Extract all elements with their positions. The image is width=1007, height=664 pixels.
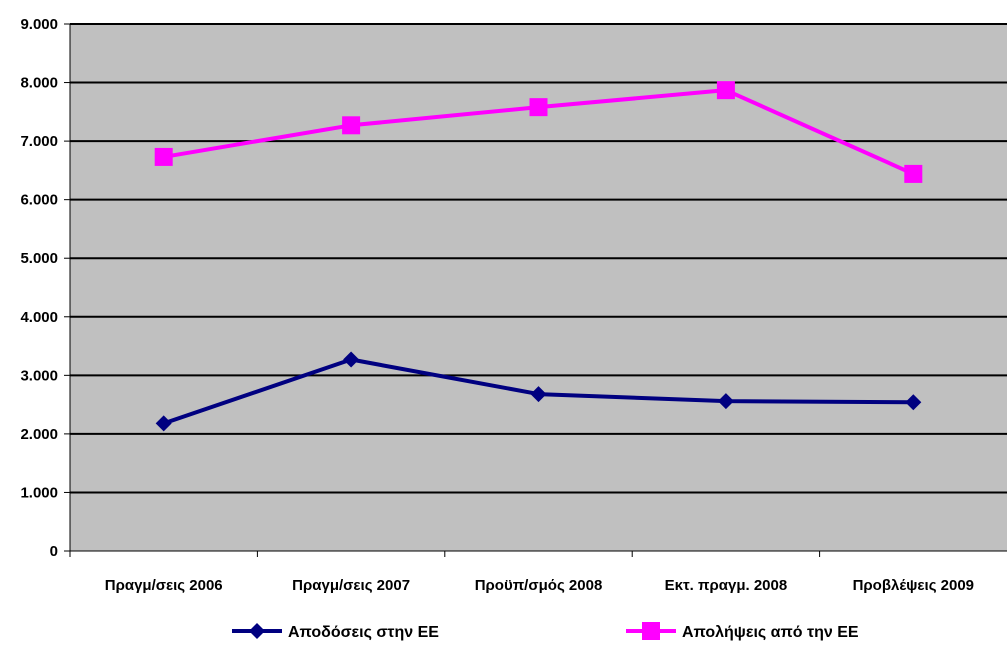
x-tick-label: Πραγμ/σεις 2007 — [292, 577, 410, 594]
series-2-point — [529, 98, 548, 117]
series-2-point — [904, 164, 923, 183]
y-tick-label: 0 — [50, 543, 58, 560]
y-tick-label: 7.000 — [20, 133, 58, 150]
legend-label: Απολήψεις από την ΕΕ — [682, 624, 859, 641]
series-1-point — [343, 351, 360, 368]
legend-swatch-marker — [249, 623, 265, 639]
series-2-point — [154, 147, 173, 166]
y-tick-labels: 0 1.000 2.000 3.000 4.000 5.000 6.000 7.000 8.00… — [20, 16, 58, 560]
y-tick-label: 8.000 — [20, 75, 58, 92]
gridlines — [70, 23, 1007, 494]
x-tick-label: Προϋπ/σμός 2008 — [475, 577, 603, 594]
series-1-point — [155, 415, 172, 432]
legend-swatch-marker — [642, 622, 660, 640]
x-tick-labels: Πραγμ/σεις 2006 Πραγμ/σεις 2007 Προϋπ/σμός… — [105, 577, 974, 594]
y-tick-label: 5.000 — [20, 250, 58, 267]
y-tick-label: 9.000 — [20, 16, 58, 33]
series-2-point — [342, 116, 361, 135]
axes — [64, 23, 1007, 557]
series-markers — [154, 81, 923, 432]
legend-label: Αποδόσεις στην ΕΕ — [288, 624, 439, 641]
y-tick-label: 6.000 — [20, 192, 58, 209]
y-tick-label: 2.000 — [20, 426, 58, 443]
y-tick-label: 1.000 — [20, 484, 58, 501]
y-tick-label: 4.000 — [20, 309, 58, 326]
series-1-point — [530, 386, 547, 403]
x-tick-label: Προβλέψεις 2009 — [853, 577, 974, 594]
series-1-point — [905, 394, 922, 411]
series-1-point — [717, 393, 734, 410]
series-2-point — [716, 81, 735, 100]
legend: Αποδόσεις στην ΕΕ Απολήψεις από την ΕΕ — [232, 622, 859, 641]
x-tick-label: Εκτ. πραγμ. 2008 — [665, 577, 788, 594]
x-tick-label: Πραγμ/σεις 2006 — [105, 577, 223, 594]
y-tick-label: 3.000 — [20, 367, 58, 384]
